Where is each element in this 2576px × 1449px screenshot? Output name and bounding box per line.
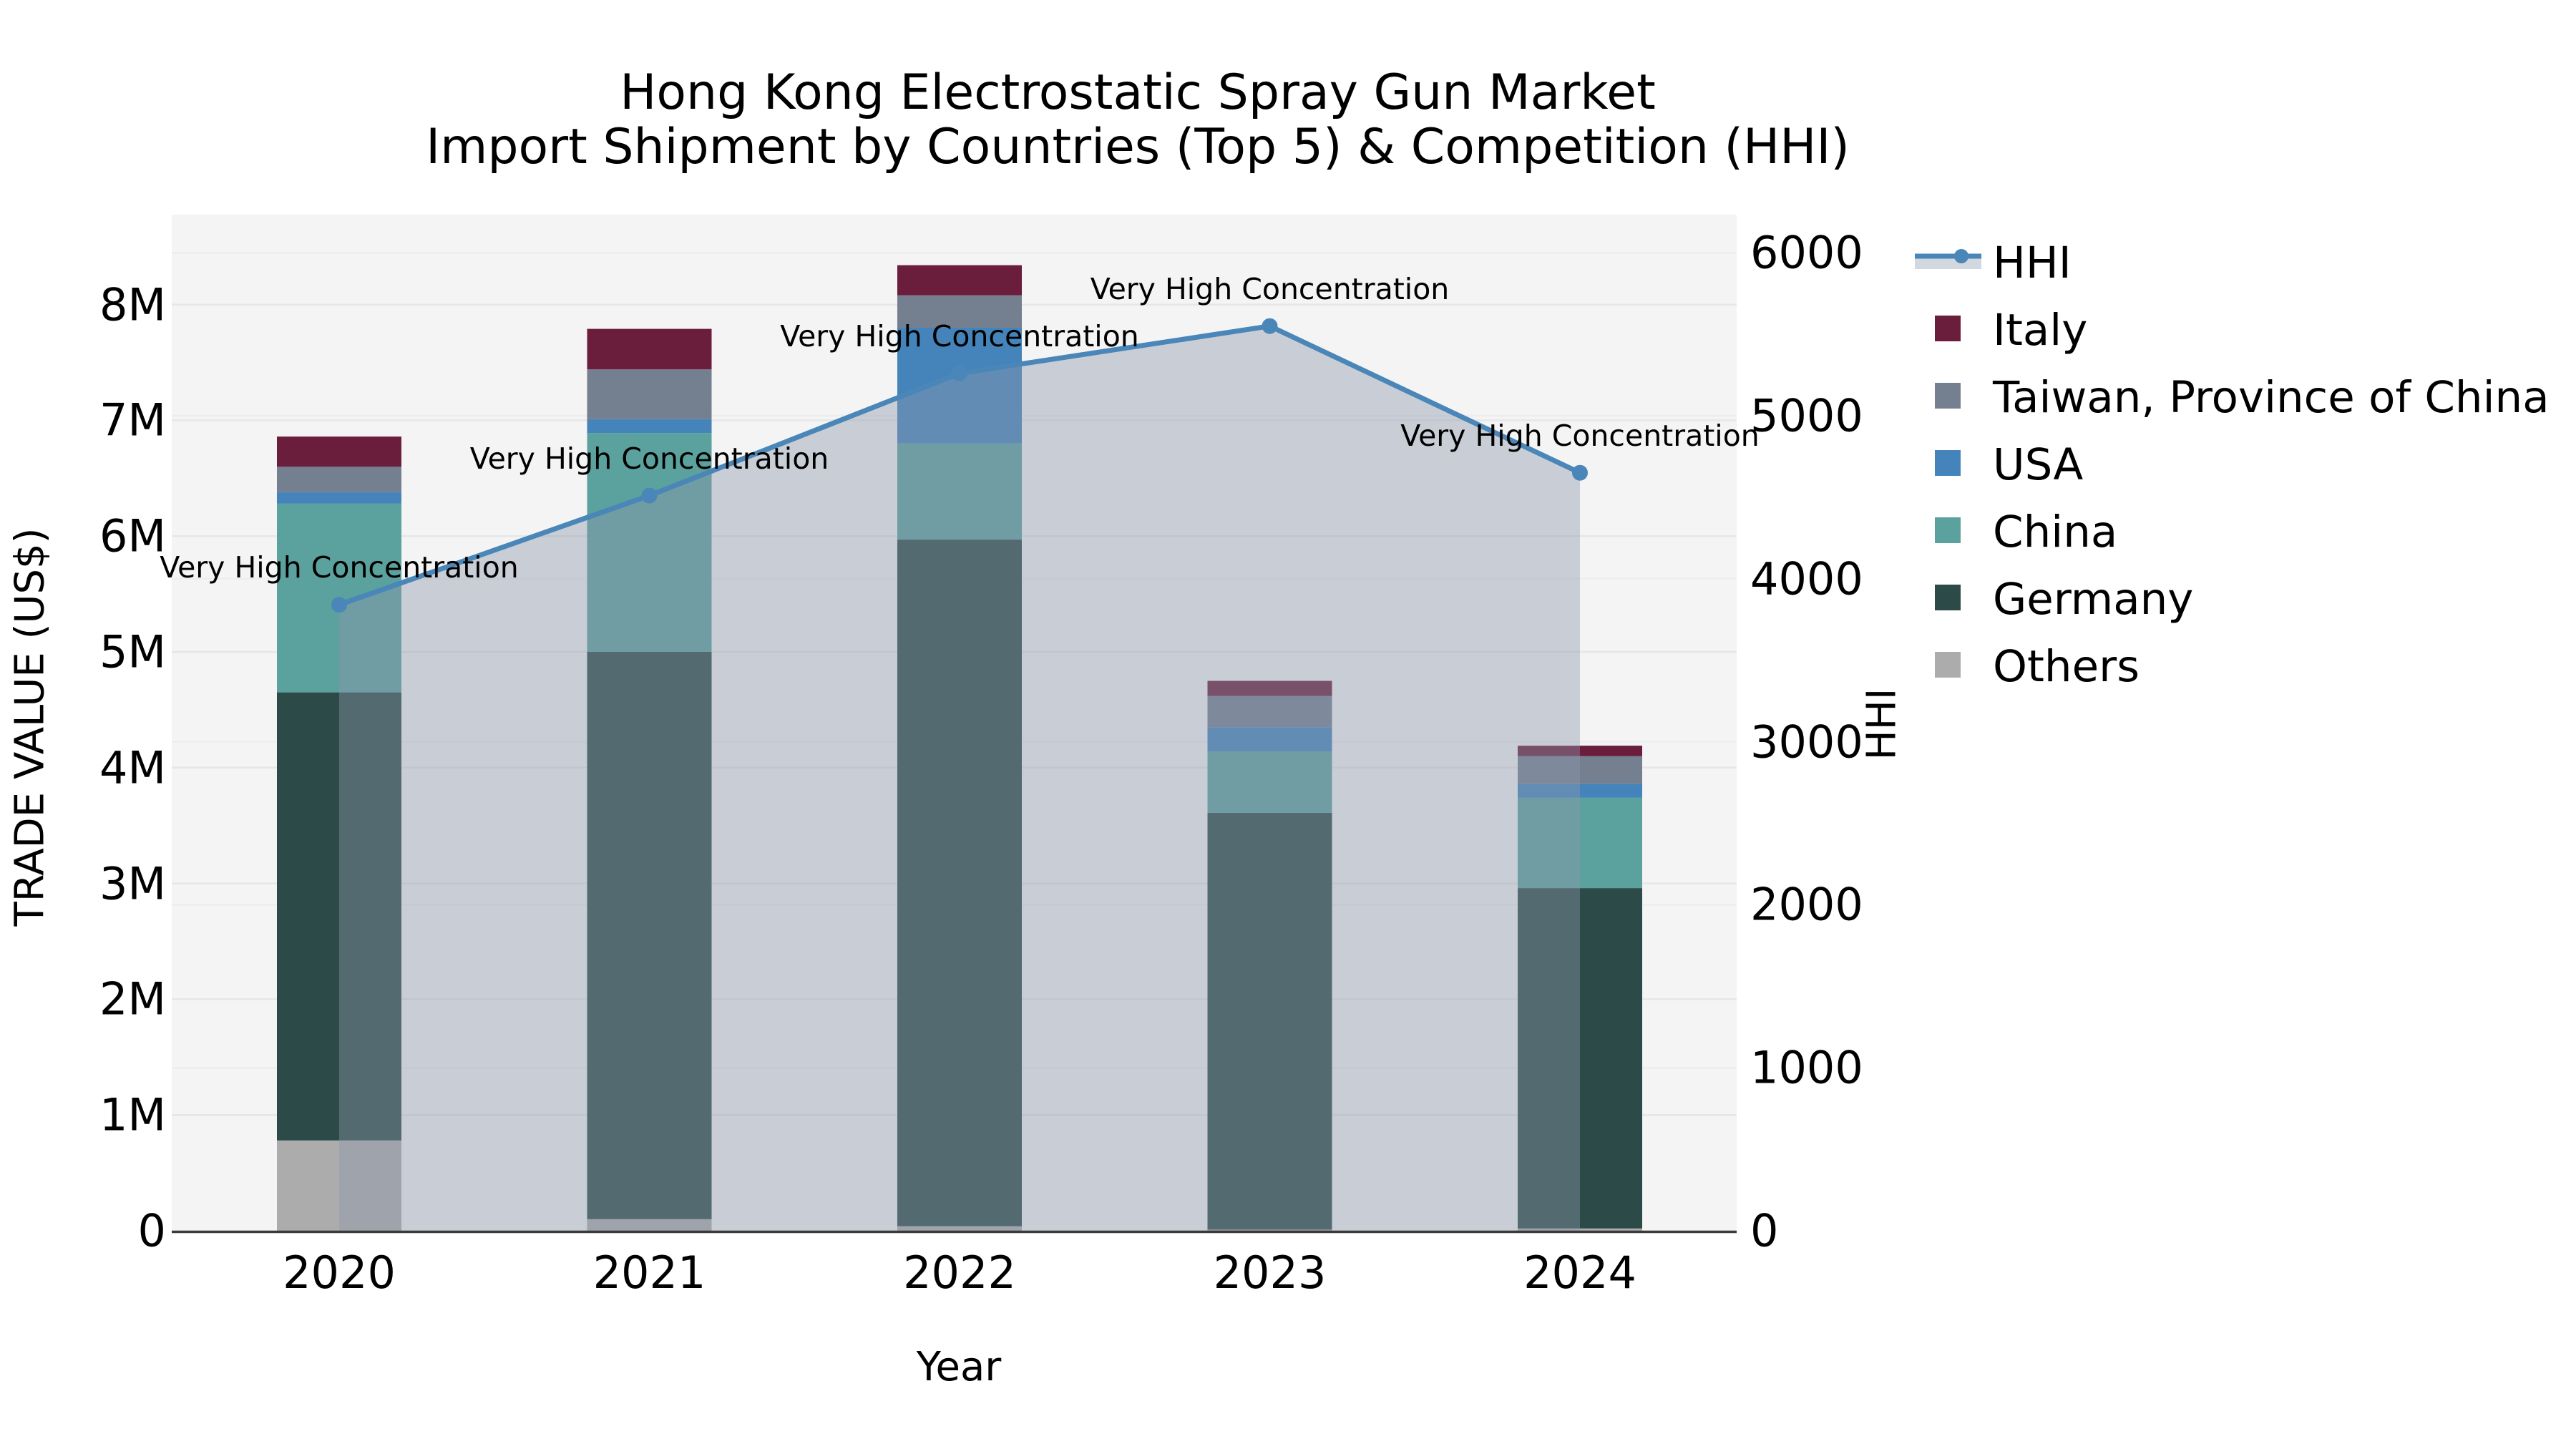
bar-segment-germany-2022 — [897, 540, 1022, 1226]
annotation-2023: Very High Concentration — [1090, 272, 1450, 306]
legend-swatch-germany — [1915, 585, 1981, 613]
legend-row-china: China — [1915, 498, 2550, 565]
bar-segment-germany-2024 — [1518, 888, 1642, 1229]
bar-segment-china-2021 — [587, 433, 712, 652]
legend-swatch-others — [1915, 652, 1981, 680]
legend-row-usa: USA — [1915, 431, 2550, 498]
bar-segment-germany-2021 — [587, 652, 712, 1219]
bar-segment-taiwan-province-of-china-2021 — [587, 369, 712, 419]
ytick-right-3000: 3000 — [1750, 716, 1863, 769]
ytick-left-2M: 2M — [99, 972, 166, 1025]
xtick-2022: 2022 — [903, 1246, 1016, 1299]
hhi-marker-2023 — [1262, 318, 1278, 334]
legend-label: USA — [1993, 439, 2084, 490]
bar-segment-others-2024 — [1518, 1228, 1642, 1231]
annotation-2022: Very High Concentration — [780, 319, 1139, 353]
bar-segment-usa-2024 — [1518, 784, 1642, 798]
legend-label: HHI — [1993, 237, 2072, 288]
annotation-2021: Very High Concentration — [469, 441, 829, 476]
y-axis-title-left: TRADE VALUE (US$) — [6, 527, 54, 927]
bar-segment-italy-2024 — [1518, 746, 1642, 756]
ytick-right-6000: 6000 — [1750, 226, 1863, 279]
ytick-right-2000: 2000 — [1750, 878, 1863, 931]
ytick-right-0: 0 — [1750, 1204, 1779, 1257]
bar-segment-taiwan-province-of-china-2022 — [897, 295, 1022, 328]
legend: HHI Italy Taiwan, Province of China USA Chin… — [1915, 229, 2550, 700]
bar-segment-taiwan-province-of-china-2020 — [277, 467, 401, 492]
bar-segment-italy-2021 — [587, 328, 712, 370]
legend-row-taiwan-province-of-china: Taiwan, Province of China — [1915, 364, 2550, 431]
bar-segment-italy-2022 — [897, 265, 1022, 296]
ytick-left-3M: 3M — [99, 857, 166, 910]
bar-segment-china-2022 — [897, 443, 1022, 540]
annotation-2024: Very High Concentration — [1400, 419, 1760, 453]
legend-swatch-usa — [1915, 450, 1981, 479]
legend-label: Others — [1993, 640, 2140, 692]
legend-label: Italy — [1993, 304, 2088, 356]
bar-segment-taiwan-province-of-china-2023 — [1207, 696, 1332, 728]
ytick-right-1000: 1000 — [1750, 1041, 1863, 1094]
bar-segment-others-2021 — [587, 1219, 712, 1231]
bar-segment-usa-2020 — [277, 492, 401, 504]
legend-swatch-taiwan-province-of-china — [1915, 383, 1981, 411]
bar-segment-italy-2020 — [277, 436, 401, 467]
legend-label: Germany — [1993, 573, 2194, 625]
chart-title-line2: Import Shipment by Countries (Top 5) & C… — [426, 119, 1850, 176]
hhi-marker-2024 — [1572, 464, 1588, 481]
bar-segment-usa-2022 — [897, 328, 1022, 444]
hhi-marker-2020 — [331, 597, 347, 613]
legend-row-others: Others — [1915, 633, 2550, 700]
hhi-marker-2022 — [952, 365, 967, 381]
bar-segment-usa-2021 — [587, 419, 712, 434]
xtick-2024: 2024 — [1523, 1246, 1636, 1299]
bar-segment-others-2020 — [277, 1140, 401, 1231]
ytick-right-4000: 4000 — [1750, 552, 1863, 605]
bar-segment-others-2023 — [1207, 1229, 1332, 1231]
legend-label: China — [1993, 506, 2118, 557]
annotation-2020: Very High Concentration — [160, 550, 519, 585]
legend-label: Taiwan, Province of China — [1993, 371, 2550, 423]
y-axis-title-right: HHI — [1858, 688, 1906, 761]
ytick-right-5000: 5000 — [1750, 389, 1863, 442]
legend-row-hhi: HHI — [1915, 229, 2550, 296]
xtick-2020: 2020 — [283, 1246, 396, 1299]
bar-segment-germany-2023 — [1207, 812, 1332, 1230]
legend-row-italy: Italy — [1915, 296, 2550, 364]
bar-segment-taiwan-province-of-china-2024 — [1518, 756, 1642, 784]
ytick-left-8M: 8M — [99, 278, 166, 331]
chart-title-line1: Hong Kong Electrostatic Spray Gun Market — [620, 64, 1656, 121]
legend-row-germany: Germany — [1915, 565, 2550, 633]
ytick-left-7M: 7M — [99, 394, 166, 447]
bar-segment-china-2023 — [1207, 751, 1332, 813]
legend-swatch-italy — [1915, 316, 1981, 344]
legend-swatch-hhi-line — [1915, 248, 1981, 277]
bar-segment-usa-2023 — [1207, 727, 1332, 752]
x-axis-title: Year — [916, 1344, 1002, 1390]
ytick-left-4M: 4M — [99, 741, 166, 794]
bar-segment-germany-2020 — [277, 692, 401, 1141]
hhi-marker-2021 — [641, 487, 658, 504]
legend-swatch-china — [1915, 517, 1981, 546]
ytick-left-6M: 6M — [99, 509, 166, 562]
chart-title: Hong Kong Electrostatic Spray Gun Market… — [426, 64, 1850, 176]
bar-segment-china-2024 — [1518, 797, 1642, 889]
hhi-area-fill — [339, 326, 1580, 1231]
bar-segment-italy-2023 — [1207, 680, 1332, 696]
ytick-left-0: 0 — [137, 1204, 166, 1257]
xtick-2021: 2021 — [592, 1246, 706, 1299]
ytick-left-1M: 1M — [99, 1088, 166, 1141]
ytick-left-5M: 5M — [99, 625, 166, 678]
bar-segment-others-2022 — [897, 1226, 1022, 1231]
xtick-2023: 2023 — [1213, 1246, 1327, 1299]
